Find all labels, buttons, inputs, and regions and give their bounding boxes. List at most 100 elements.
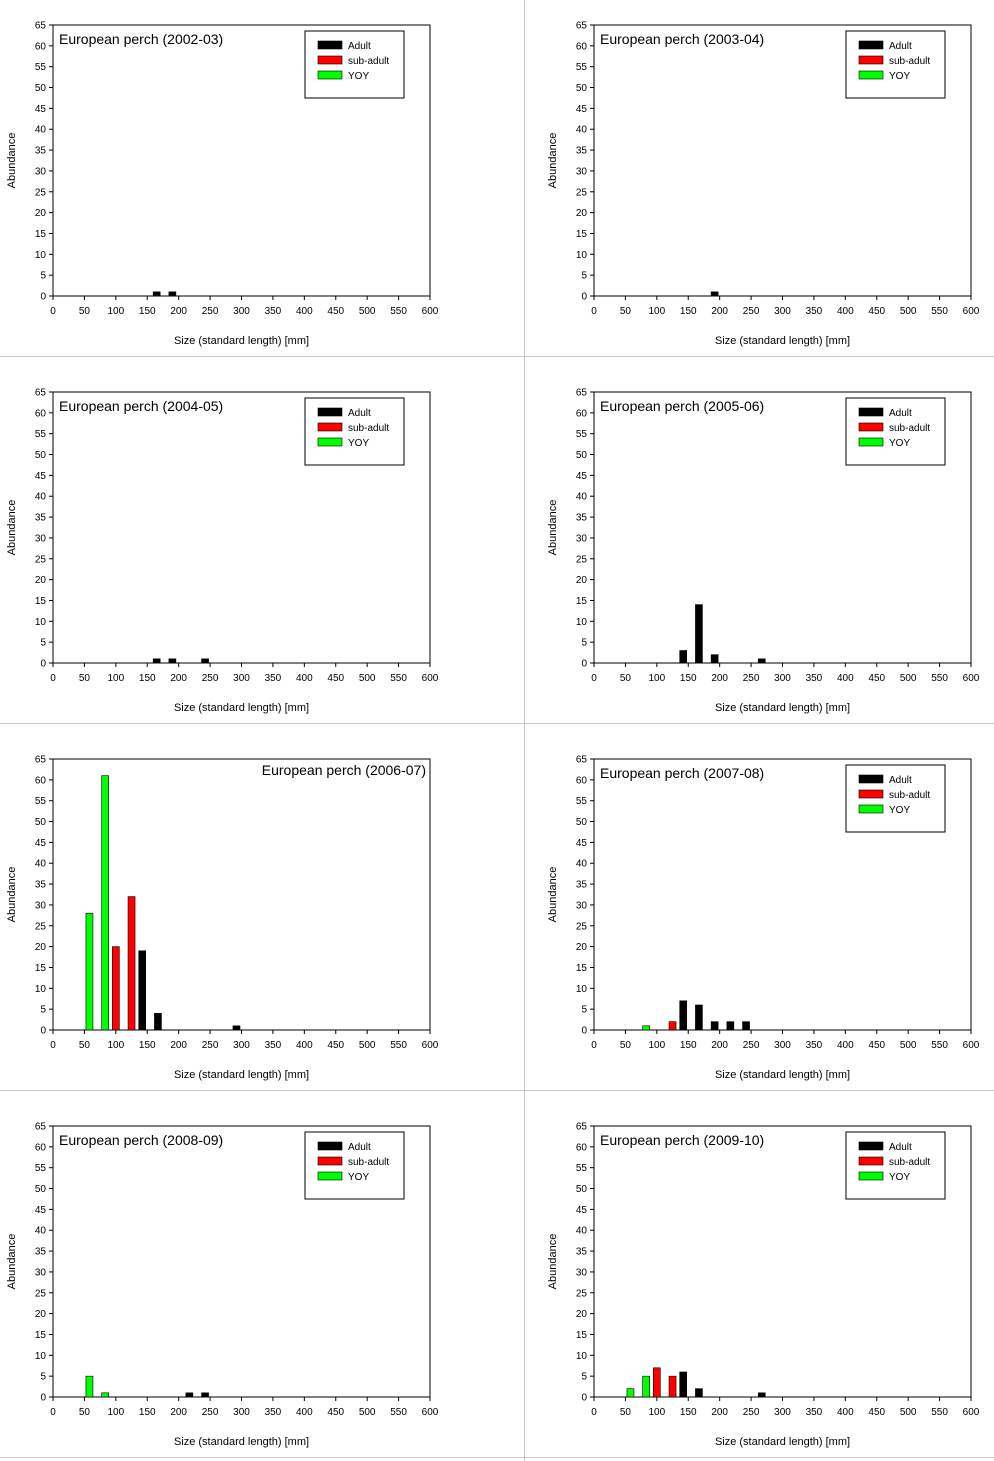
x-tick-label: 300	[774, 673, 791, 684]
x-tick-label: 450	[327, 1040, 344, 1051]
y-tick-label: 35	[35, 880, 47, 891]
x-axis-label: Size (standard length) [mm]	[174, 1069, 309, 1081]
y-tick-label: 55	[35, 429, 47, 440]
y-tick-label: 65	[35, 21, 47, 32]
x-tick-label: 400	[296, 306, 313, 317]
x-axis-label: Size (standard length) [mm]	[715, 1069, 850, 1081]
bar-adult	[154, 1013, 162, 1031]
y-tick-label: 0	[40, 1393, 46, 1404]
x-tick-label: 400	[296, 1407, 313, 1418]
legend-swatch	[317, 1171, 343, 1181]
legend-swatch	[317, 1156, 343, 1166]
x-tick-label: 150	[139, 673, 156, 684]
x-tick-label: 600	[422, 306, 439, 317]
y-tick-label: 65	[576, 1122, 588, 1133]
legend-label: Adult	[348, 1142, 371, 1153]
y-tick-label: 40	[576, 1226, 588, 1237]
chart-title: European perch (2009-10)	[600, 1132, 764, 1148]
x-tick-label: 300	[774, 306, 791, 317]
bar-sub-adult	[668, 1021, 677, 1031]
x-tick-label: 100	[107, 1407, 124, 1418]
x-tick-label: 150	[680, 1407, 697, 1418]
y-tick-label: 45	[35, 104, 47, 115]
legend-label: YOY	[889, 71, 910, 82]
bar-adult	[168, 658, 177, 664]
x-tick-label: 150	[139, 1407, 156, 1418]
chart-title: European perch (2004-05)	[59, 398, 223, 414]
chart-panel-3: 0 5 10 15 20 25 30 35 40 45 50 55 60 65 0 50 100 150 200 25…	[6, 388, 439, 715]
x-tick-label: 600	[422, 1407, 439, 1418]
legend-label: sub-adult	[889, 1157, 930, 1168]
x-tick-label: 150	[680, 306, 697, 317]
y-axis-label: Abundance	[6, 1234, 18, 1290]
y-tick-label: 25	[576, 187, 588, 198]
chart-panel-2: 0 5 10 15 20 25 30 35 40 45 50 55 60 65 0 50 100 150 200 25…	[547, 21, 980, 348]
legend-label: YOY	[348, 438, 369, 449]
bar-adult	[757, 658, 766, 664]
x-tick-label: 300	[774, 1407, 791, 1418]
legend-swatch	[858, 40, 884, 50]
y-tick-label: 20	[35, 942, 47, 953]
x-tick-label: 550	[931, 306, 948, 317]
bar-adult	[679, 1371, 688, 1398]
x-tick-label: 50	[79, 306, 91, 317]
bar-yoy	[85, 912, 94, 1031]
legend-swatch	[858, 804, 884, 814]
y-tick-label: 50	[576, 1184, 588, 1195]
x-tick-label: 0	[50, 306, 56, 317]
y-tick-label: 45	[576, 471, 588, 482]
x-tick-label: 100	[107, 1040, 124, 1051]
x-tick-label: 350	[265, 673, 282, 684]
y-tick-label: 15	[576, 229, 588, 240]
y-tick-label: 30	[576, 900, 588, 911]
y-tick-label: 25	[35, 921, 47, 932]
y-tick-label: 50	[576, 83, 588, 94]
y-tick-label: 60	[35, 1142, 47, 1153]
x-tick-label: 50	[79, 1407, 91, 1418]
bar-adult	[742, 1021, 750, 1031]
y-tick-label: 10	[35, 617, 47, 628]
x-tick-label: 400	[837, 673, 854, 684]
x-tick-label: 50	[79, 1040, 91, 1051]
legend-label: sub-adult	[889, 56, 930, 67]
bar-yoy	[642, 1375, 650, 1398]
x-tick-label: 500	[359, 1407, 376, 1418]
y-tick-label: 50	[576, 450, 588, 461]
bar-adult	[710, 291, 719, 297]
x-tick-label: 150	[680, 673, 697, 684]
x-tick-label: 500	[900, 306, 917, 317]
y-tick-label: 5	[581, 1005, 587, 1016]
x-tick-label: 300	[233, 306, 250, 317]
y-tick-label: 40	[35, 125, 47, 136]
chart-panel-5: 0 5 10 15 20 25 30 35 40 45 50 55 60 65 0 50 100 150 200 25…	[6, 755, 439, 1082]
x-tick-label: 550	[390, 1407, 407, 1418]
bar-adult	[232, 1025, 241, 1031]
y-tick-label: 45	[35, 838, 47, 849]
legend-label: YOY	[889, 805, 910, 816]
chart-title: European perch (2006-07)	[262, 762, 426, 778]
x-tick-label: 50	[620, 306, 632, 317]
x-tick-label: 250	[202, 1407, 219, 1418]
y-axis-label: Abundance	[6, 867, 18, 923]
y-tick-label: 25	[35, 554, 47, 565]
y-tick-label: 5	[581, 638, 587, 649]
x-tick-label: 600	[963, 306, 980, 317]
panel-divider-row-2	[0, 723, 994, 724]
legend-label: Adult	[348, 408, 371, 419]
x-tick-label: 0	[591, 306, 597, 317]
y-tick-label: 0	[581, 1393, 587, 1404]
chart-panel-8: 0 5 10 15 20 25 30 35 40 45 50 55 60 65 0 50 100 150 200 25…	[547, 1122, 980, 1449]
x-tick-label: 0	[50, 1040, 56, 1051]
legend-swatch	[858, 70, 884, 80]
x-tick-label: 200	[170, 1407, 187, 1418]
x-tick-label: 550	[390, 306, 407, 317]
y-tick-label: 30	[576, 166, 588, 177]
y-tick-label: 45	[576, 838, 588, 849]
y-axis-label: Abundance	[547, 133, 559, 189]
bar-adult	[138, 950, 147, 1031]
bar-adult	[168, 291, 177, 297]
y-tick-label: 35	[576, 513, 588, 524]
chart-title: European perch (2003-04)	[600, 31, 764, 47]
bar-adult	[201, 658, 209, 664]
x-tick-label: 600	[963, 1407, 980, 1418]
